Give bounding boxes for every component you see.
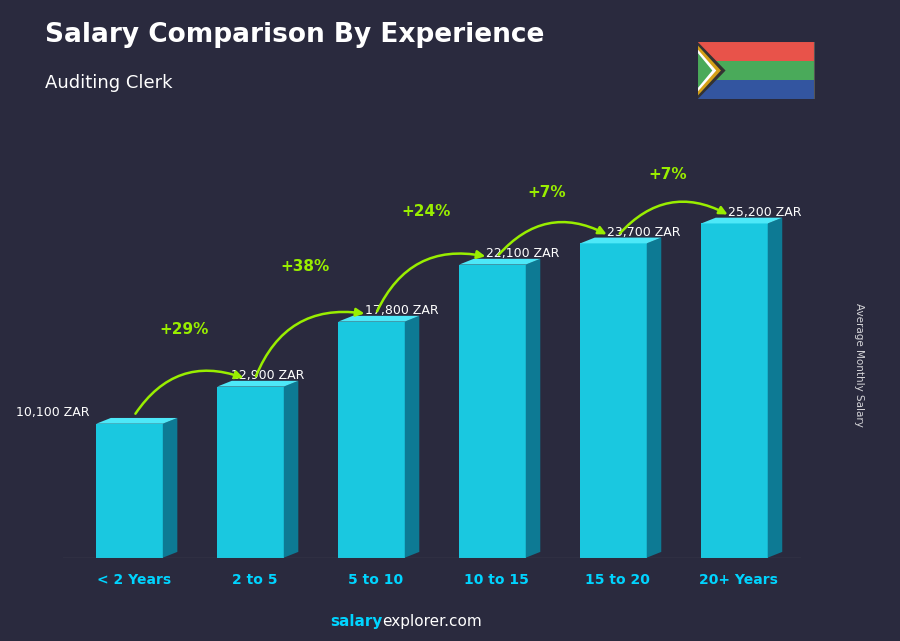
Polygon shape [526,259,540,558]
Polygon shape [647,238,662,558]
Polygon shape [580,244,647,558]
Polygon shape [163,418,177,558]
Text: 20+ Years: 20+ Years [699,573,778,587]
Text: Salary Comparison By Experience: Salary Comparison By Experience [45,22,544,49]
Text: 17,800 ZAR: 17,800 ZAR [364,304,438,317]
Text: 10,100 ZAR: 10,100 ZAR [16,406,90,419]
Polygon shape [217,387,284,558]
Text: < 2 Years: < 2 Years [97,573,171,587]
Text: Auditing Clerk: Auditing Clerk [45,74,173,92]
Text: +38%: +38% [280,260,329,274]
Polygon shape [701,224,768,558]
Polygon shape [96,418,177,424]
Text: 15 to 20: 15 to 20 [585,573,651,587]
Polygon shape [698,42,725,99]
Polygon shape [284,381,298,558]
Polygon shape [698,49,716,92]
Text: salary: salary [330,615,382,629]
Text: 25,200 ZAR: 25,200 ZAR [728,206,801,219]
Text: 10 to 15: 10 to 15 [464,573,529,587]
Text: +7%: +7% [527,185,566,200]
Polygon shape [701,218,782,224]
Text: 2 to 5: 2 to 5 [232,573,277,587]
Text: explorer.com: explorer.com [382,615,482,629]
Polygon shape [698,53,712,88]
Polygon shape [96,424,163,558]
Text: 5 to 10: 5 to 10 [348,573,403,587]
Text: Average Monthly Salary: Average Monthly Salary [854,303,865,428]
Text: 22,100 ZAR: 22,100 ZAR [486,247,559,260]
Text: +29%: +29% [159,322,209,337]
Polygon shape [338,322,405,558]
Polygon shape [768,218,782,558]
Text: 12,900 ZAR: 12,900 ZAR [230,369,304,382]
Polygon shape [217,381,298,387]
Polygon shape [580,238,662,244]
Bar [698,61,814,80]
Bar [698,80,814,99]
Text: +24%: +24% [401,204,451,219]
Polygon shape [459,259,540,265]
Text: +7%: +7% [649,167,688,182]
Text: 23,700 ZAR: 23,700 ZAR [607,226,680,238]
Polygon shape [459,265,526,558]
Polygon shape [698,45,721,96]
Polygon shape [338,316,419,322]
Bar [698,42,814,61]
Polygon shape [405,316,419,558]
